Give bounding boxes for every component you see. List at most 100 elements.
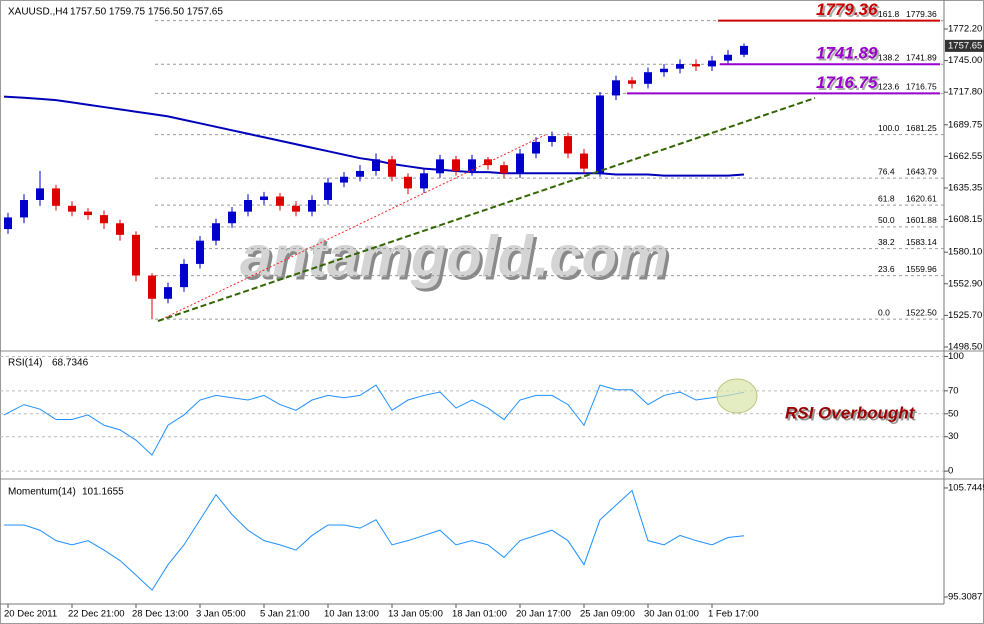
x-tick-label: 22 Dec 21:00 [68,609,125,620]
candle-body [100,215,108,224]
x-tick-label: 28 Dec 13:00 [132,609,189,620]
x-tick-label: 10 Jan 13:00 [324,609,379,620]
x-tick-label: 20 Jan 17:00 [516,609,571,620]
fib-price: 1583.14 [906,237,937,247]
y-tick-label: 1608.15 [948,214,982,225]
trend-line [157,134,546,322]
candle-body [84,211,92,216]
momentum-last-value: 101.1655 [82,487,124,498]
candle-body [468,159,476,171]
candle-body [724,54,732,61]
candle-body [436,159,444,174]
candle-body [148,275,156,299]
candle-body [596,95,604,174]
watermark-shadow: antamgold.com [243,227,672,292]
y-tick-label: 1662.55 [948,151,982,162]
candle-body [212,223,220,241]
y-tick-label: 1498.50 [948,341,982,352]
candle-body [180,263,188,288]
candle-body [676,64,684,69]
annotation-label: 1741.89 [816,44,878,63]
fib-level: 50.0 [878,215,895,225]
candle-body [308,200,316,212]
candle-body [4,217,12,230]
candle-body [116,223,124,235]
x-tick-label: 25 Jan 09:00 [580,609,635,620]
candle-body [516,153,524,174]
fib-price: 1681.25 [906,123,937,133]
fib-price: 1601.88 [906,215,937,225]
candle-body [692,64,700,67]
fib-level: 138.2 [878,52,900,62]
candle-body [292,205,300,212]
fib-level: 38.2 [878,237,895,247]
candle-body [52,188,60,206]
rsi-last-value: 68.7346 [52,358,89,369]
y-tick-label: 0 [948,466,953,477]
candle-body [372,159,380,171]
y-tick-label: 100 [948,351,964,362]
y-tick-label: 105.7449 [948,482,984,493]
candle-body [708,60,716,67]
momentum-title: Momentum(14) [8,487,76,498]
candle-body [228,211,236,224]
rsi-title: RSI(14) [8,358,42,369]
y-tick-label: 70 [948,385,959,396]
indicator-line [3,384,745,456]
candle-body [356,170,364,177]
candle-body [628,80,636,84]
annotation-shadow: 1716.75 [818,75,880,94]
fib-level: 161.8 [878,9,900,19]
indicator-line [4,489,745,591]
candle-body [388,159,396,177]
rsi-annotation: RSI Overbought [785,403,916,422]
y-tick-label: 95.3087 [948,592,982,603]
y-tick-label: 1635.35 [948,182,982,193]
fib-level: 61.8 [878,193,895,203]
candle-body [580,153,588,169]
y-tick-label: 1745.00 [948,55,982,66]
candle-body [276,196,284,206]
main-subtitle: 1757.50 1759.75 1756.50 1757.65 [70,7,223,18]
candle-body [532,141,540,154]
x-tick-label: 5 Jan 21:00 [260,609,310,620]
candle-body [132,234,140,276]
main-title: XAUUSD.,H4 [8,7,68,18]
candle-body [244,200,252,212]
x-tick-label: 18 Jan 01:00 [452,609,507,620]
annotation-shadow: 1779.36 [818,2,880,21]
x-tick-label: 20 Dec 2011 [4,609,57,620]
candle-body [420,173,428,189]
annotation-label: 1779.36 [816,0,878,19]
annotation-label: 1716.75 [816,73,878,92]
candle-body [564,136,572,154]
candle-body [340,176,348,183]
x-tick-label: 3 Jan 05:00 [196,609,246,620]
x-tick-label: 1 Feb 17:00 [708,609,759,620]
fib-level: 0.0 [878,307,890,317]
fib-level: 123.6 [878,82,900,92]
trend-line [157,97,816,322]
fib-price: 1741.89 [906,52,937,62]
x-tick-label: 13 Jan 05:00 [388,609,443,620]
candle-body [484,159,492,166]
x-tick-label: 30 Jan 01:00 [644,609,699,620]
y-tick-label: 1525.70 [948,310,982,321]
y-tick-label: 50 [948,408,959,419]
y-tick-label: 1689.75 [948,119,982,130]
fib-level: 23.6 [878,264,895,274]
fib-level: 100.0 [878,123,900,133]
candle-body [548,136,556,142]
y-tick-label: 1580.10 [948,247,982,258]
fib-level: 76.4 [878,166,895,176]
fib-price: 1643.79 [906,166,937,176]
fib-price: 1522.50 [906,307,937,317]
candle-body [612,80,620,96]
y-tick-label: 30 [948,431,959,442]
candle-body [68,205,76,212]
highlight-circle [716,378,758,414]
candle-body [500,165,508,174]
